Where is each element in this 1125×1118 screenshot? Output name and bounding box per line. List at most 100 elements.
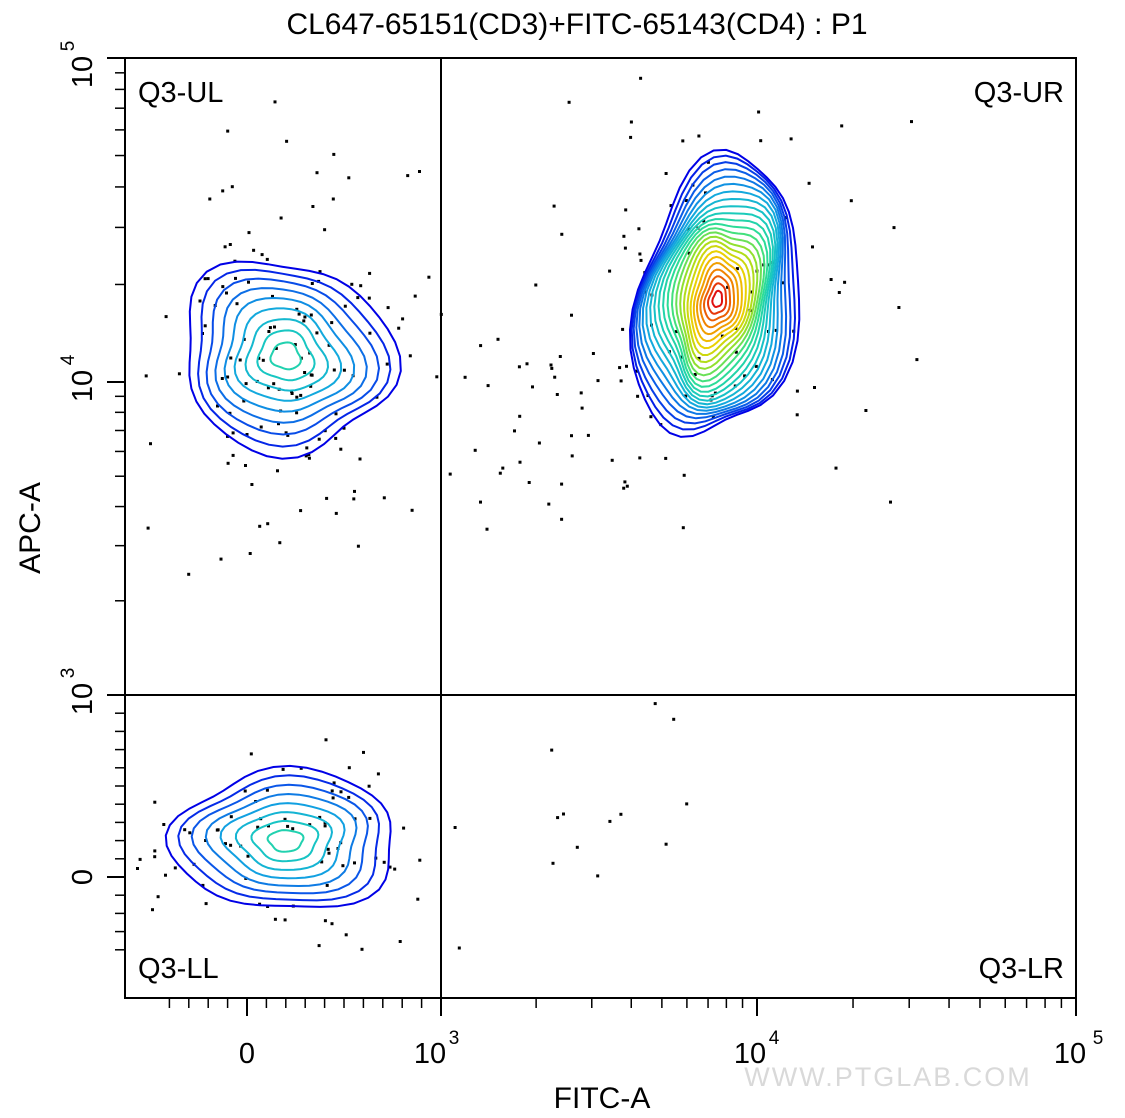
outlier-event [795, 389, 799, 393]
outlier-event [224, 842, 227, 846]
outlier-event [623, 480, 627, 484]
outlier-event [290, 392, 294, 395]
outlier-event [277, 422, 280, 426]
outlier-event [813, 386, 816, 389]
outlier-event [347, 766, 351, 770]
outlier-event [295, 411, 299, 415]
outlier-event [567, 100, 571, 104]
contour-line [223, 296, 356, 413]
outlier-event [518, 414, 522, 418]
outlier-event [343, 304, 347, 308]
outlier-event [250, 483, 254, 486]
outlier-event [501, 466, 505, 470]
outlier-event [402, 826, 406, 830]
outlier-event [327, 851, 331, 855]
outlier-event [353, 861, 356, 865]
outlier-event [664, 842, 668, 846]
outlier-event [221, 285, 225, 289]
outlier-event [286, 824, 290, 828]
y-axis-ticks [107, 57, 125, 951]
outlier-event [547, 502, 551, 506]
outlier-event [245, 433, 249, 436]
outlier-event [332, 152, 336, 156]
quadrant-label-ul: Q3-UL [138, 77, 223, 109]
outlier-event [368, 271, 372, 275]
svg-text:10: 10 [1054, 1038, 1086, 1070]
outlier-event [463, 375, 467, 379]
outlier-event [486, 384, 490, 388]
outlier-event [795, 413, 799, 417]
svg-text:4: 4 [769, 1028, 780, 1049]
outlier-event [267, 824, 270, 828]
outlier-event [283, 918, 287, 922]
outlier-event [570, 313, 573, 317]
outlier-event [356, 544, 360, 548]
contour-line [244, 318, 330, 392]
outlier-event [350, 282, 354, 286]
contour-line [269, 341, 302, 371]
outlier-event [219, 557, 223, 561]
outlier-event [418, 170, 421, 173]
contour-line [630, 154, 797, 431]
outlier-event [562, 812, 565, 816]
contour-line [695, 261, 740, 336]
outlier-event [527, 481, 531, 484]
outlier-event [635, 369, 639, 373]
outlier-event [382, 496, 386, 500]
outlier-event [341, 864, 345, 868]
outlier-event [636, 394, 640, 398]
outlier-event [713, 391, 717, 395]
outlier-event [309, 384, 313, 388]
outlier-event [285, 139, 289, 143]
outlier-event [286, 433, 290, 437]
outlier-event [570, 454, 574, 458]
outlier-event [230, 185, 234, 189]
outlier-event [324, 738, 328, 742]
outlier-event [840, 124, 844, 128]
contour-line [250, 820, 320, 863]
outlier-event [271, 294, 274, 298]
svg-text:3: 3 [449, 1028, 460, 1049]
outlier-event [368, 816, 372, 820]
outlier-event [291, 827, 295, 831]
outlier-event [586, 433, 590, 437]
outlier-event [789, 137, 793, 141]
outlier-event [226, 129, 230, 133]
outlier-event [638, 456, 642, 460]
outlier-event [453, 826, 457, 829]
outlier-event [204, 902, 208, 906]
outlier-event [362, 750, 365, 754]
contour-line [628, 148, 801, 438]
contour-line [197, 268, 392, 448]
contour-line [635, 168, 788, 420]
outlier-event [330, 321, 334, 325]
outlier-event [304, 454, 308, 458]
outlier-event [216, 404, 219, 408]
outlier-event [302, 319, 306, 323]
outlier-event [297, 312, 301, 316]
x-axis-ticks [168, 998, 1077, 1016]
outlier-event [596, 379, 600, 383]
outlier-event [330, 922, 334, 926]
outlier-event [309, 313, 313, 317]
outlier-event [473, 448, 477, 452]
outlier-event [360, 947, 364, 951]
outlier-event [235, 302, 239, 306]
svg-text:5: 5 [58, 41, 79, 52]
outlier-event [485, 527, 489, 531]
outlier-event [258, 524, 262, 528]
outlier-event [310, 373, 314, 377]
outlier-event [290, 390, 294, 394]
outlier-event [226, 375, 230, 379]
outlier-event [681, 526, 685, 530]
outlier-event [198, 299, 202, 303]
outlier-event [342, 426, 346, 430]
outlier-event [265, 788, 269, 792]
outlier-event [223, 245, 227, 249]
outlier-event [575, 845, 579, 849]
outlier-event [258, 902, 262, 906]
contour-line [219, 802, 346, 880]
outlier-event [183, 828, 187, 832]
outlier-event [864, 409, 868, 412]
contour-line [233, 307, 343, 402]
